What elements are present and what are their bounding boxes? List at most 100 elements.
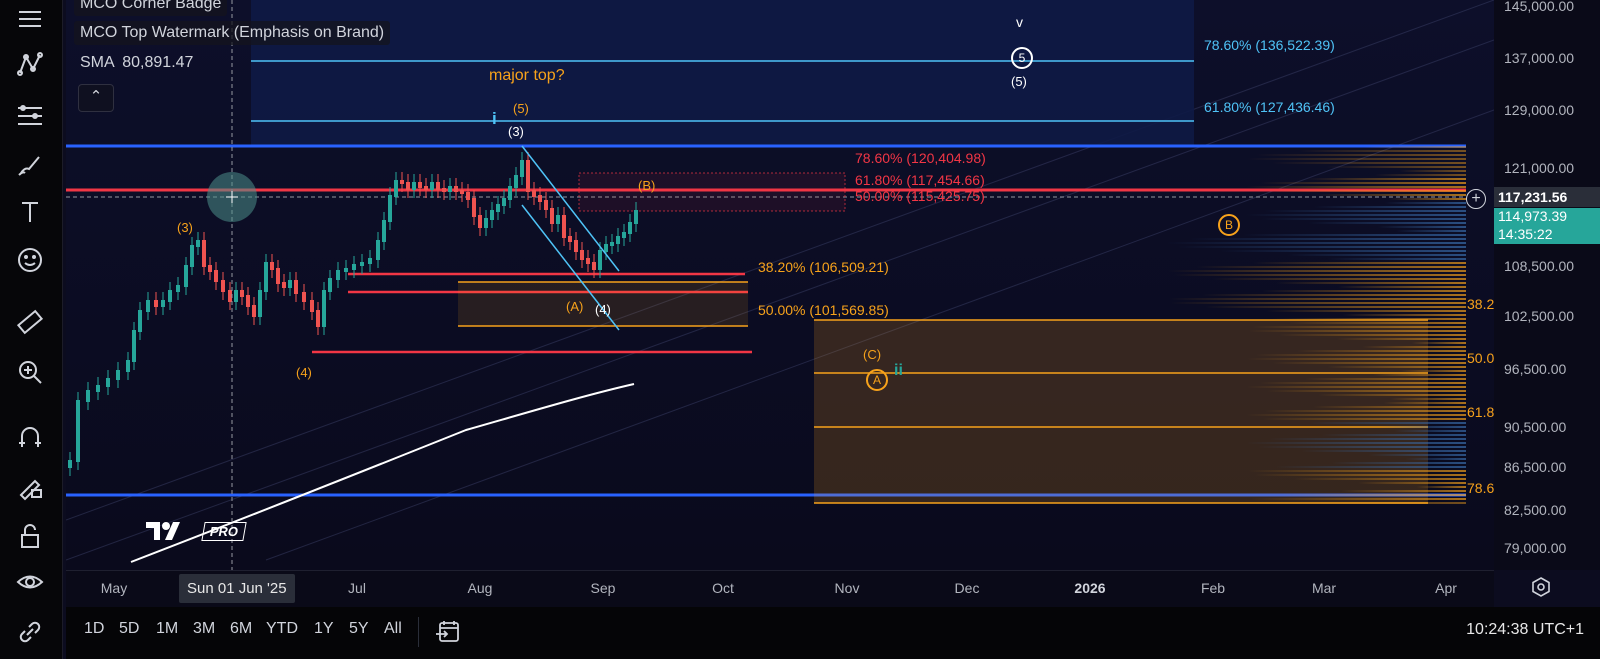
candle-body	[478, 215, 482, 228]
volume-profile-bar	[1205, 306, 1466, 308]
volume-profile-bar	[1336, 338, 1466, 340]
candle-body	[442, 188, 446, 192]
candle-body	[406, 182, 410, 190]
crosshair-date-tag: Sun 01 Jun '25	[179, 574, 295, 603]
candle-body	[496, 204, 500, 212]
volume-profile-bar	[1342, 314, 1466, 316]
drawing-toolbar	[0, 0, 63, 659]
price-scale[interactable]: 145,000.00 137,000.00 129,000.00 121,000…	[1494, 0, 1600, 570]
range-5d-button[interactable]: 5D	[119, 620, 140, 637]
volume-profile-bar	[1377, 226, 1466, 228]
candle-body	[276, 268, 280, 284]
range-1m-button[interactable]: 1M	[156, 620, 179, 637]
legend-sma[interactable]: SMA 80,891.47	[74, 51, 199, 75]
range-1y-button[interactable]: 1Y	[314, 620, 334, 637]
candle-body	[562, 215, 566, 238]
volume-profile-bar	[1313, 406, 1466, 408]
volume-profile-bar	[1372, 374, 1466, 376]
volume-profile-bar	[1262, 290, 1466, 292]
range-ytd-button[interactable]: YTD	[266, 620, 298, 637]
range-3m-button[interactable]: 3M	[193, 620, 216, 637]
chart-pane[interactable]: 78.60% (136,522.39) 61.80% (127,436.46) …	[66, 0, 1494, 570]
add-alert-icon[interactable]: +	[1466, 189, 1486, 209]
volume-profile-bar	[1286, 254, 1466, 256]
candle-body	[310, 300, 314, 312]
range-6m-button[interactable]: 6M	[230, 620, 253, 637]
volume-profile-bar	[1246, 214, 1466, 216]
range-5y-button[interactable]: 5Y	[349, 620, 369, 637]
volume-profile-bar	[1309, 422, 1466, 424]
upper-target-box	[251, 0, 1194, 146]
volume-profile-bar	[1296, 350, 1466, 352]
utc-clock[interactable]: 10:24:38 UTC+1	[1466, 621, 1584, 638]
wave-4-left-label: (4)	[296, 365, 312, 380]
chevron-up-icon[interactable]: ⌃	[78, 84, 114, 112]
legend-sma-value: 80,891.47	[122, 54, 194, 71]
unlock-icon[interactable]	[8, 516, 52, 556]
volume-profile-bar	[1385, 202, 1466, 204]
emoji-icon[interactable]	[8, 240, 52, 280]
price-tick: 108,500.00	[1504, 258, 1575, 274]
candle-body	[132, 330, 136, 362]
candle-body	[161, 300, 165, 307]
volume-profile-bar	[1267, 390, 1466, 392]
volume-profile-bar	[1405, 458, 1466, 460]
candle-body	[116, 370, 120, 380]
volume-profile-bar	[1266, 310, 1466, 312]
eye-icon[interactable]	[8, 562, 52, 602]
volume-profile-bar	[1338, 286, 1466, 288]
candle-body	[628, 222, 632, 234]
fib-red-label-786: 78.60% (120,404.98)	[855, 150, 986, 166]
crosshair-price-tag: 117,231.56	[1494, 187, 1600, 207]
current-price-tag: 114,973.39	[1494, 208, 1600, 224]
volume-profile-bar	[1308, 222, 1466, 224]
candle-body	[264, 262, 268, 292]
link-icon[interactable]	[8, 612, 52, 652]
candle-body	[580, 250, 584, 260]
candle-body	[208, 265, 212, 272]
fib-right-label-618: 61.8	[1467, 404, 1494, 420]
ruler-icon[interactable]	[8, 302, 52, 342]
candles	[68, 152, 638, 476]
calendar-range-icon[interactable]	[434, 618, 462, 651]
lock-drawing-icon[interactable]	[8, 466, 52, 506]
legend-corner-badge[interactable]: MCO Corner Badge	[74, 0, 228, 16]
candle-body	[214, 270, 218, 282]
fib-tool-icon[interactable]	[8, 96, 52, 136]
candle-body	[146, 300, 150, 312]
candle-body	[526, 160, 530, 192]
time-axis[interactable]: May Jul Aug Sep Oct Nov Dec 2026 Feb Mar…	[66, 570, 1494, 607]
candle-body	[322, 290, 326, 327]
wedge-lower	[521, 204, 620, 331]
pattern-icon[interactable]	[8, 44, 52, 84]
candle-body	[258, 290, 262, 317]
candle-body	[368, 258, 372, 264]
range-all-button[interactable]: All	[384, 620, 402, 637]
magnet-icon[interactable]	[8, 418, 52, 458]
candle-body	[234, 290, 238, 302]
wave-v-label: v	[1016, 14, 1023, 30]
text-icon[interactable]	[8, 192, 52, 232]
wedge-upper	[521, 145, 620, 272]
zoom-in-icon[interactable]	[8, 352, 52, 392]
time-tick: Mar	[1311, 580, 1337, 596]
volume-profile-bar	[1169, 298, 1466, 300]
wave-ii-label: ii	[894, 362, 903, 379]
volume-profile-bar	[1220, 250, 1466, 252]
price-tick: 137,000.00	[1504, 50, 1575, 66]
volume-profile-bar	[1248, 330, 1466, 332]
menu-icon[interactable]	[8, 0, 52, 40]
legend-top-watermark[interactable]: MCO Top Watermark (Emphasis on Brand)	[74, 21, 391, 45]
volume-profile-bar	[1271, 162, 1466, 164]
volume-profile-bar	[1269, 438, 1466, 440]
range-1d-button[interactable]: 1D	[84, 620, 105, 637]
candle-body	[168, 290, 172, 302]
volume-profile-bar	[1190, 238, 1466, 240]
candle-body	[360, 262, 364, 266]
candle-body	[76, 400, 80, 462]
gear-icon[interactable]	[1530, 576, 1552, 598]
orange-fib-zone-small	[458, 282, 748, 326]
candle-body	[514, 175, 518, 188]
brush-icon[interactable]	[8, 144, 52, 184]
volume-profile-bar	[1243, 234, 1466, 236]
